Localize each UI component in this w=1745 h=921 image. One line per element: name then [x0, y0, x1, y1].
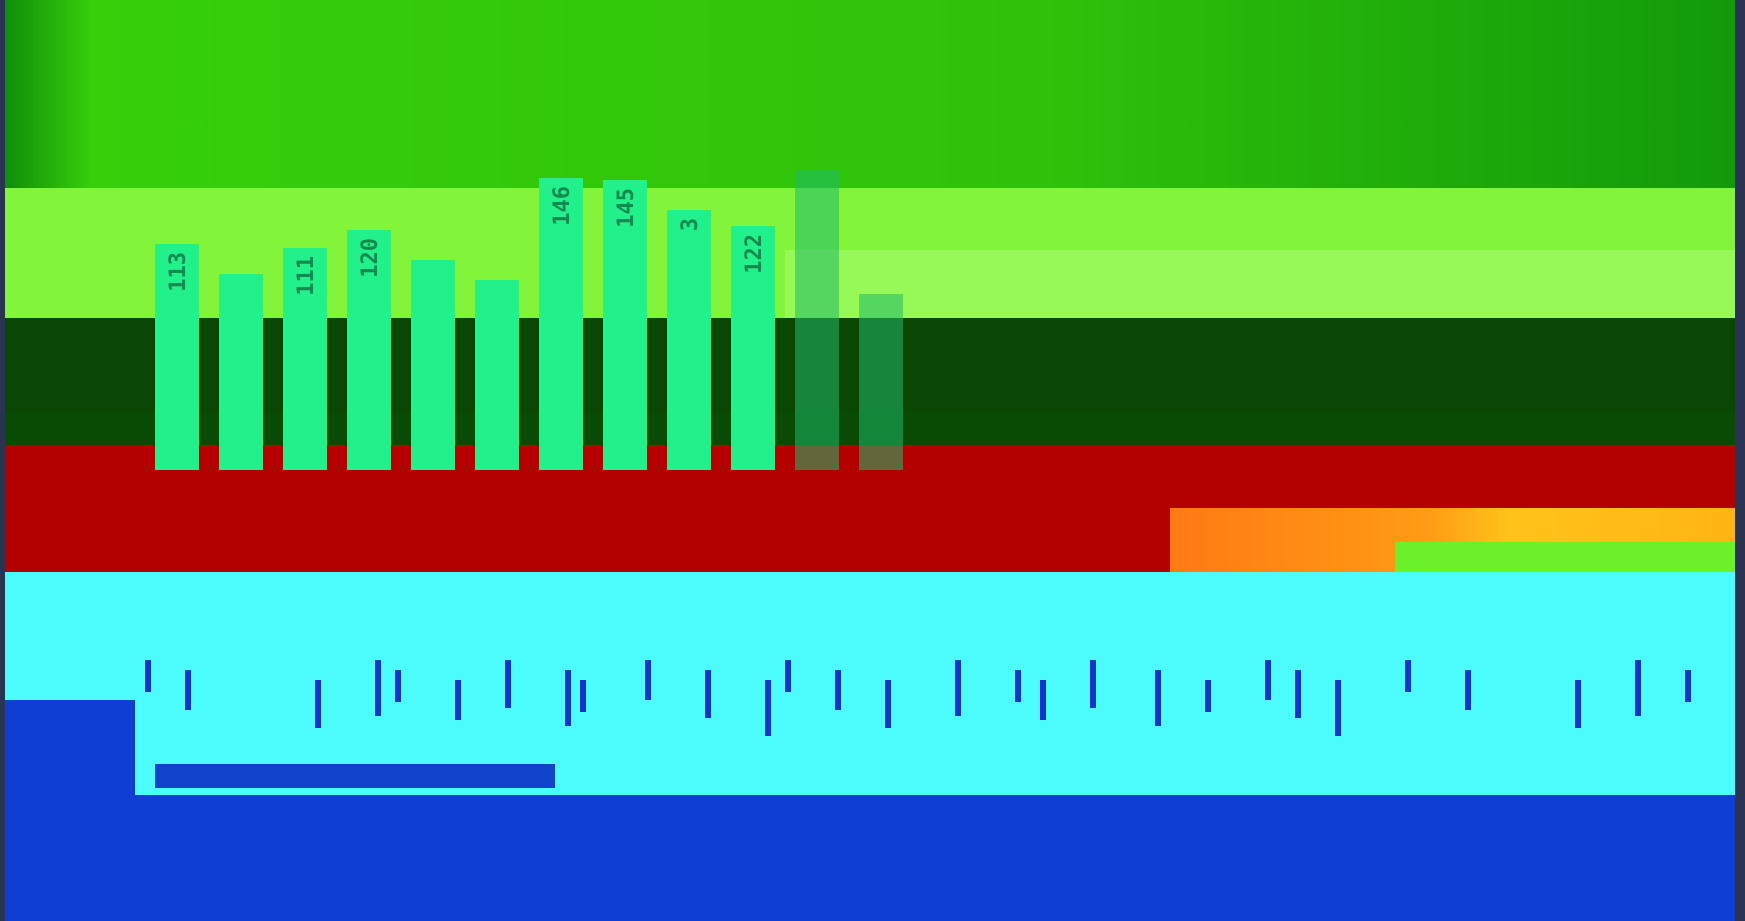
glitch-tick — [185, 670, 191, 710]
bar-c11 — [795, 170, 839, 470]
glitch-tick — [645, 660, 651, 700]
bar-c4 — [347, 230, 391, 470]
glitch-tick — [765, 680, 771, 736]
bar-c12 — [859, 294, 903, 470]
background-band-blue — [5, 830, 1735, 921]
bar-value-label: 111 — [294, 256, 319, 296]
bar-value-label: 145 — [614, 188, 639, 228]
background-strip-blue — [155, 764, 555, 788]
bar-c2 — [219, 274, 263, 470]
bar-value-label: 120 — [358, 238, 383, 278]
glitch-tick — [1265, 660, 1271, 700]
bar-value-label: 113 — [166, 252, 191, 292]
glitch-tick — [1015, 670, 1021, 702]
bar-c7 — [539, 178, 583, 470]
glitch-tick — [1295, 670, 1301, 718]
glitch-tick — [1405, 660, 1411, 692]
bar-chart: 113 111 120 146 145 3 122 — [155, 170, 903, 470]
glitch-tick — [505, 660, 511, 708]
bar-value-label: 3 — [678, 218, 703, 231]
bar-c9 — [667, 210, 711, 470]
glitch-tick — [835, 670, 841, 710]
glitch-tick — [955, 660, 961, 716]
glitch-tick — [315, 680, 321, 728]
bar-c5 — [411, 260, 455, 470]
glitch-tick — [1040, 680, 1046, 720]
bar-c1 — [155, 244, 199, 470]
glitch-tick — [145, 660, 151, 692]
background-band-green — [5, 0, 1735, 222]
glitch-tick — [1465, 670, 1471, 710]
bar-c6 — [475, 280, 519, 470]
glitch-tick — [580, 680, 586, 712]
glitch-tick — [1575, 680, 1581, 728]
bar-value-label: 122 — [742, 234, 767, 274]
glitch-tick — [1335, 680, 1341, 736]
glitch-tick — [1090, 660, 1096, 708]
glitch-tick — [885, 680, 891, 728]
glitch-tick — [785, 660, 791, 692]
background-band-blue-mid — [5, 795, 1735, 830]
bar-c3 — [283, 248, 327, 470]
bar-value-label: 146 — [550, 186, 575, 226]
glitch-tick — [395, 670, 401, 702]
glitch-tick — [455, 680, 461, 720]
bar-c8 — [603, 180, 647, 470]
background-band-cyan — [5, 572, 1735, 832]
background-band-lime-right — [1395, 542, 1735, 572]
glitched-chart-frame: 113 111 120 146 145 3 122 — [5, 0, 1735, 921]
glitch-tick — [1685, 670, 1691, 702]
glitch-tick — [1205, 680, 1211, 712]
glitch-tick — [1155, 670, 1161, 726]
glitch-tick — [565, 670, 571, 726]
glitch-tick — [1635, 660, 1641, 716]
glitch-tick — [375, 660, 381, 716]
glitch-tick — [705, 670, 711, 718]
bar-c10 — [731, 226, 775, 470]
background-band-lime-light — [785, 250, 1735, 320]
